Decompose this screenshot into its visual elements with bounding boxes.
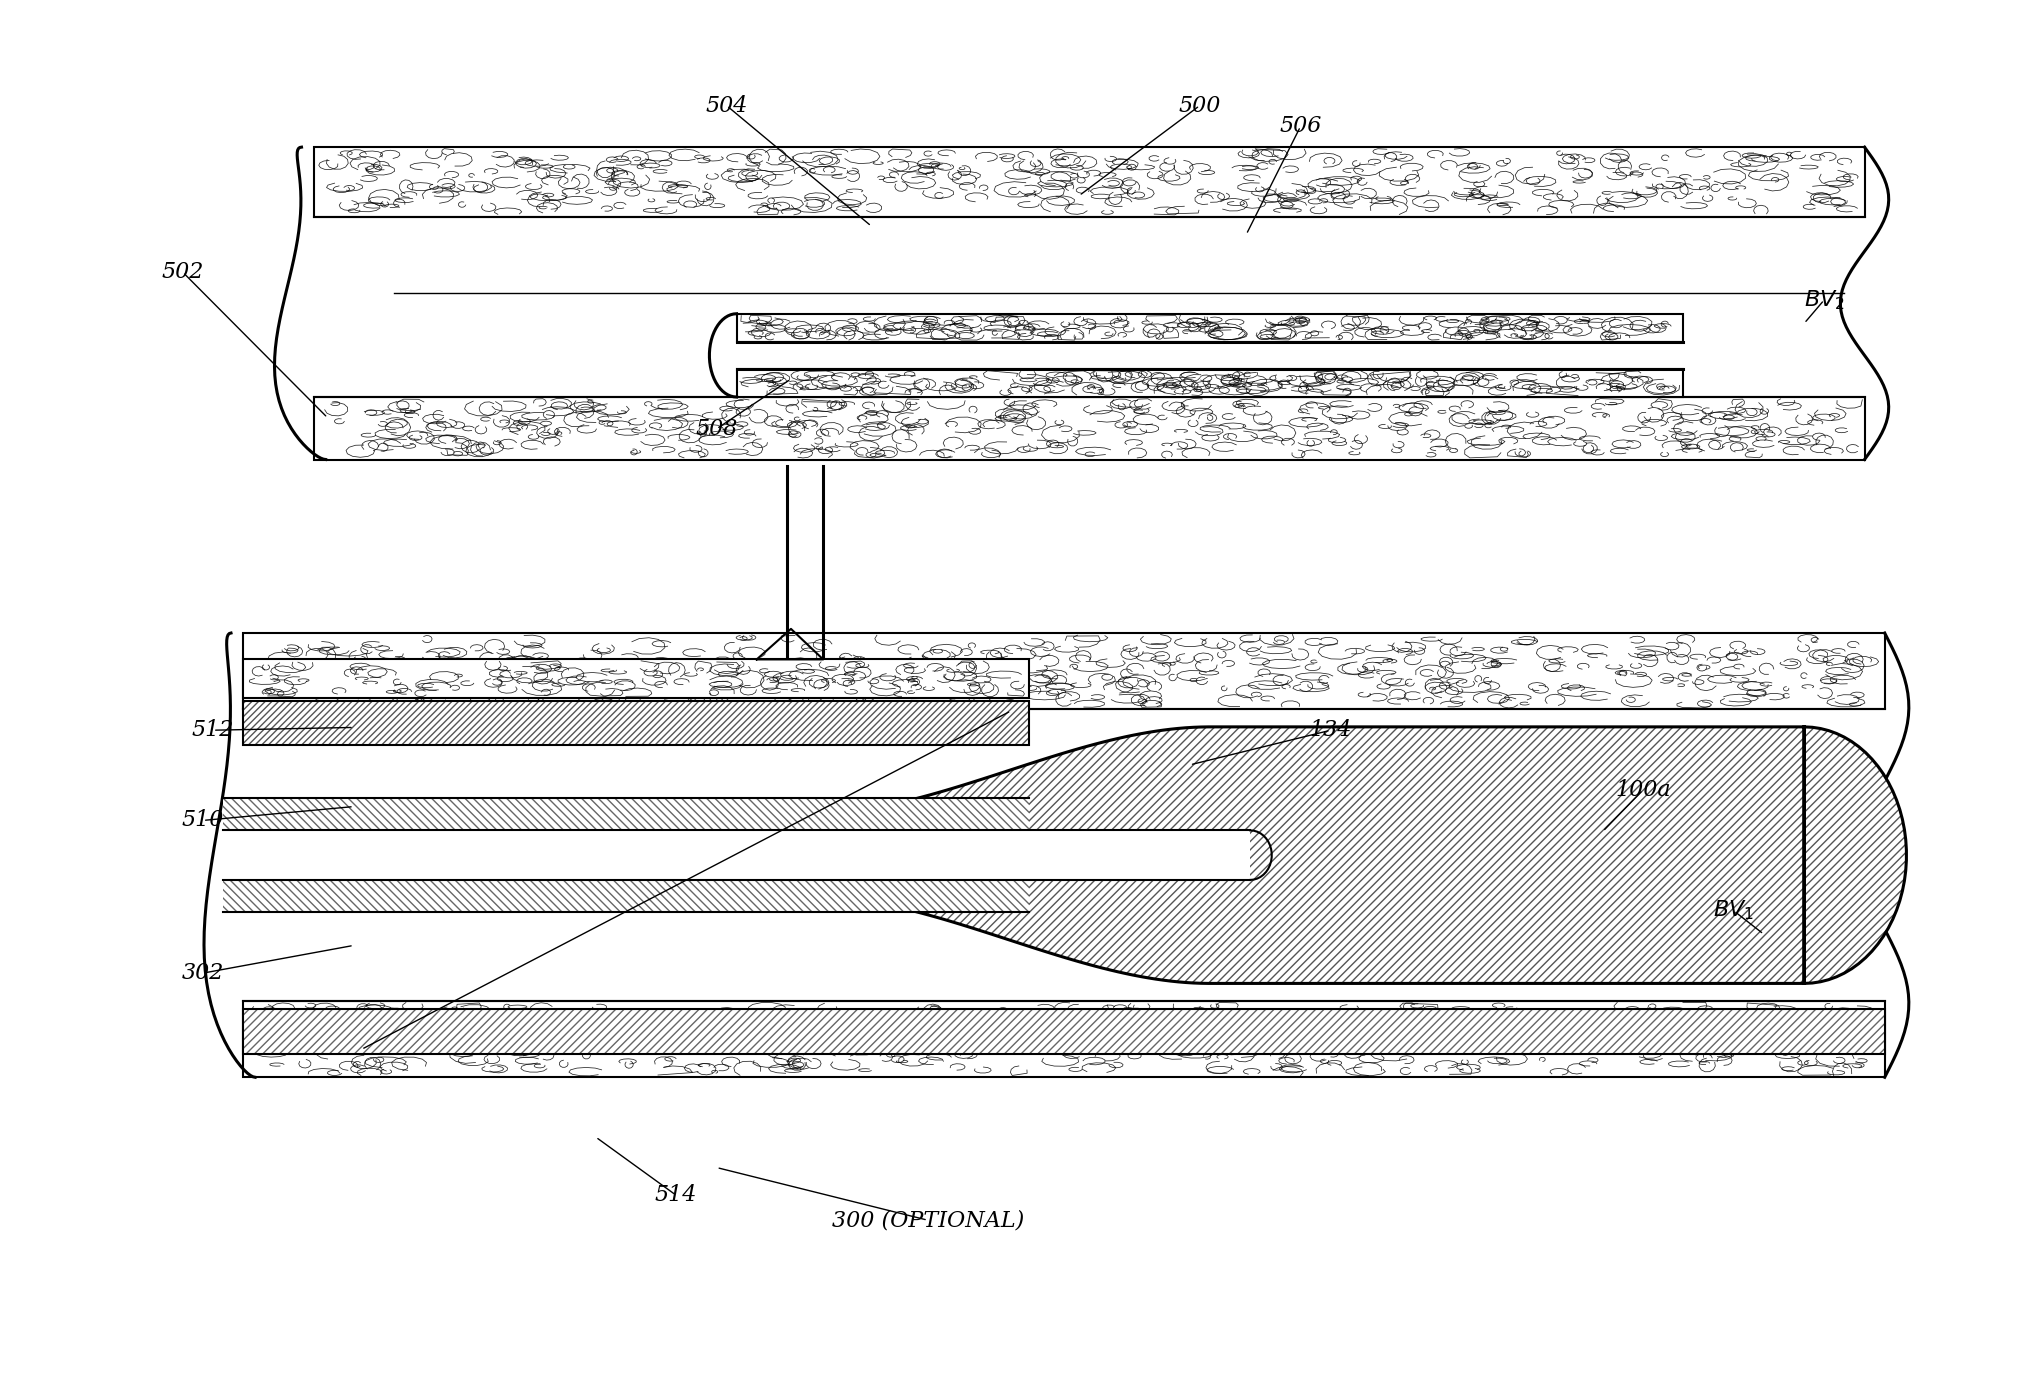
Bar: [736, 369, 1684, 396]
Bar: [244, 633, 1884, 709]
Bar: [313, 396, 1864, 459]
Bar: [244, 701, 1029, 746]
Text: 134: 134: [1309, 719, 1351, 741]
Bar: [224, 798, 1029, 912]
Bar: [244, 1010, 1884, 1053]
Bar: [313, 147, 1864, 217]
Bar: [244, 1010, 1884, 1053]
Text: $BV_1$: $BV_1$: [1712, 899, 1755, 922]
Text: 512: 512: [192, 719, 234, 741]
Text: 508: 508: [696, 417, 738, 440]
Bar: [244, 1002, 1884, 1077]
Text: 506: 506: [1279, 115, 1321, 138]
Text: 302: 302: [182, 963, 224, 985]
Bar: [244, 709, 1884, 1002]
Text: 514: 514: [656, 1184, 698, 1206]
Bar: [244, 701, 1029, 746]
Bar: [736, 314, 1684, 342]
Bar: [244, 659, 1029, 698]
Bar: [736, 369, 1684, 396]
Bar: [313, 396, 1864, 459]
Bar: [736, 314, 1684, 342]
Bar: [244, 701, 1029, 746]
Text: 504: 504: [706, 95, 748, 117]
Text: 300 (OPTIONAL): 300 (OPTIONAL): [831, 1209, 1025, 1231]
Bar: [313, 147, 1864, 217]
Bar: [244, 659, 1029, 698]
Bar: [244, 1002, 1884, 1077]
Text: 502: 502: [161, 262, 204, 284]
Text: 100a: 100a: [1616, 779, 1670, 801]
Bar: [224, 798, 1029, 912]
Bar: [313, 217, 1864, 396]
Bar: [244, 633, 1884, 709]
Text: 500: 500: [1178, 95, 1220, 117]
Polygon shape: [303, 727, 1906, 983]
Bar: [244, 1010, 1884, 1053]
Bar: [224, 830, 1251, 881]
Text: $BV_2$: $BV_2$: [1803, 288, 1846, 312]
Text: 510: 510: [182, 810, 224, 832]
